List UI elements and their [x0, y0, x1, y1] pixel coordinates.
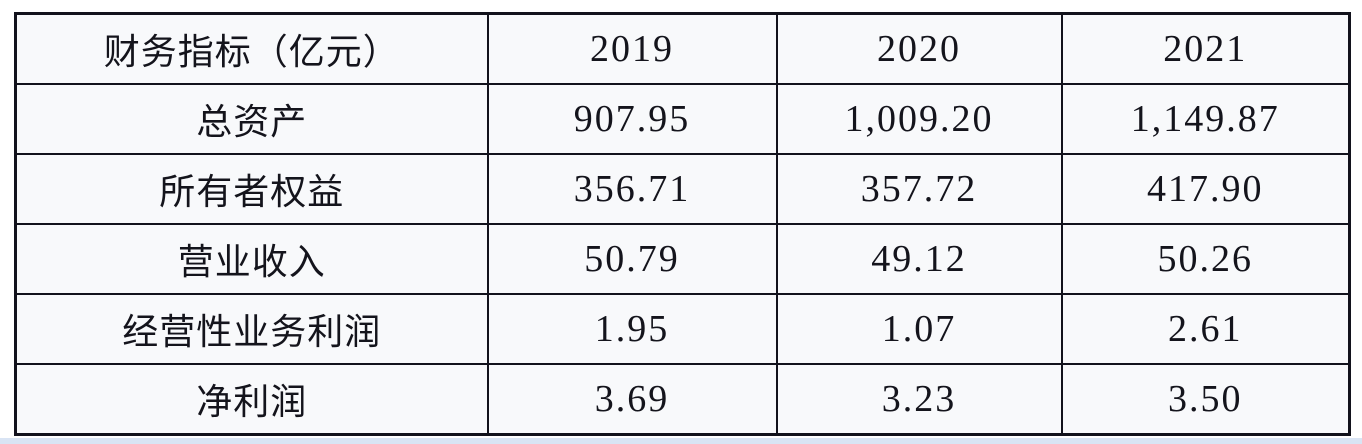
value-cell: 417.90	[1060, 152, 1351, 225]
value-cell: 3.69	[486, 363, 778, 436]
row-label-operating-revenue: 营业收入	[14, 222, 489, 296]
value-cell: 49.12	[775, 222, 1063, 296]
value-cell: 1,009.20	[775, 82, 1063, 155]
financial-indicators-table: 财务指标（亿元） 2019 2020 2021 总资产 907.95 1,009…	[14, 12, 1351, 436]
value-cell: 2.61	[1060, 293, 1351, 366]
value-cell: 357.72	[775, 152, 1063, 225]
value-cell: 1,149.87	[1060, 82, 1351, 155]
row-label-total-assets: 总资产	[14, 82, 489, 155]
value-cell: 50.79	[486, 222, 778, 296]
header-year-2021: 2021	[1060, 12, 1351, 85]
row-label-operating-business-profit: 经营性业务利润	[14, 293, 489, 366]
value-cell: 1.07	[775, 293, 1063, 366]
header-year-2020: 2020	[775, 12, 1063, 85]
table-row: 营业收入 50.79 49.12 50.26	[14, 222, 1351, 296]
value-cell: 50.26	[1060, 222, 1351, 296]
table-row: 所有者权益 356.71 357.72 417.90	[14, 152, 1351, 225]
header-year-2019: 2019	[486, 12, 778, 85]
table-row: 总资产 907.95 1,009.20 1,149.87	[14, 82, 1351, 155]
value-cell: 3.23	[775, 363, 1063, 436]
value-cell: 356.71	[486, 152, 778, 225]
header-indicator-label: 财务指标（亿元）	[14, 12, 489, 85]
row-label-owners-equity: 所有者权益	[14, 152, 489, 225]
value-cell: 907.95	[486, 82, 778, 155]
page-bottom-edge	[0, 438, 1362, 444]
table-row: 净利润 3.69 3.23 3.50	[14, 363, 1351, 436]
table-row: 经营性业务利润 1.95 1.07 2.61	[14, 293, 1351, 366]
table-header-row: 财务指标（亿元） 2019 2020 2021	[14, 12, 1351, 85]
value-cell: 1.95	[486, 293, 778, 366]
value-cell: 3.50	[1060, 363, 1351, 436]
row-label-net-profit: 净利润	[14, 363, 489, 436]
